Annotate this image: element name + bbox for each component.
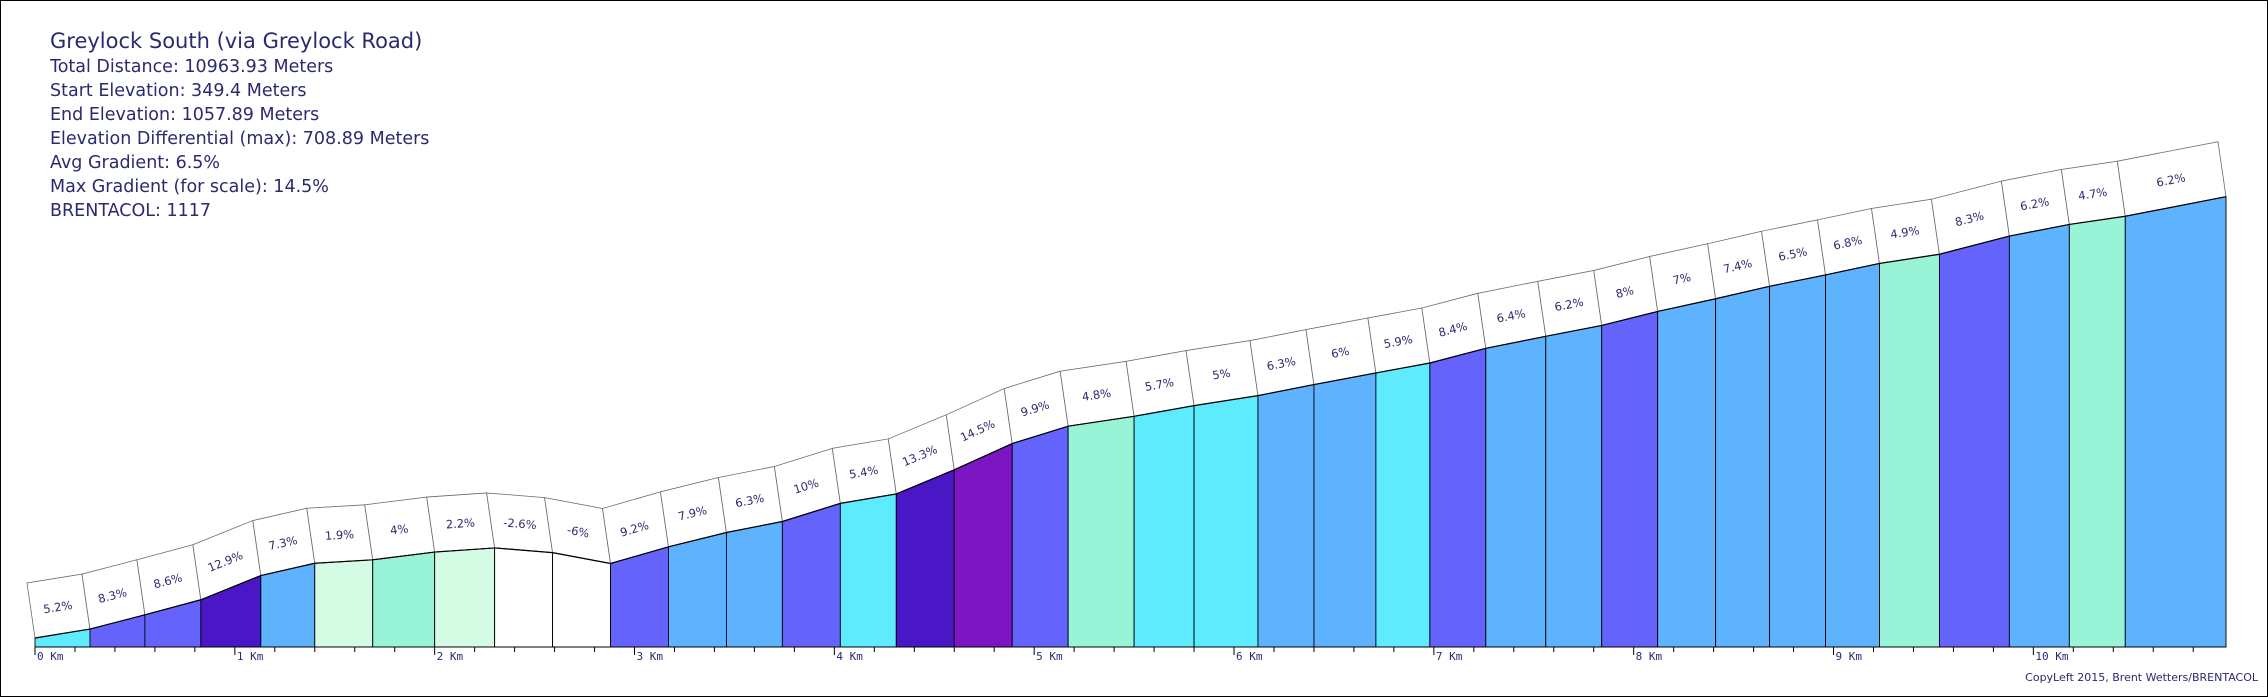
grade-label: 4.9% xyxy=(1889,223,1920,241)
grade-label: 5.7% xyxy=(1144,375,1175,394)
end-elevation: End Elevation: 1057.89 Meters xyxy=(50,105,320,125)
x-tick-label: 9 Km xyxy=(1836,650,1863,663)
profile-segment xyxy=(1257,384,1315,648)
grade-label: 7% xyxy=(1671,270,1692,288)
profile-segment xyxy=(1375,362,1431,648)
profile-segment xyxy=(434,547,496,648)
grade-label: -6% xyxy=(566,523,591,541)
copyright-credit: CopyLeft 2015, Brent Wetters/BRENTACOL xyxy=(2025,671,2258,684)
grade-label: 5.2% xyxy=(42,598,73,617)
profile-segment xyxy=(2124,196,2227,648)
x-tick-label: 10 Km xyxy=(2035,650,2068,663)
profile-segment xyxy=(494,547,554,648)
grade-label: 5.4% xyxy=(848,463,879,482)
grade-label: 6.4% xyxy=(1495,306,1526,325)
profile-segment xyxy=(1825,262,1880,648)
route-title: Greylock South (via Greylock Road) xyxy=(50,29,423,53)
grade-label: 7.4% xyxy=(1722,256,1754,276)
profile-segment xyxy=(1067,415,1135,648)
grade-label: 1.9% xyxy=(325,527,355,543)
x-tick-label: 7 Km xyxy=(1436,650,1463,663)
profile-segment xyxy=(1429,347,1487,648)
profile-segment xyxy=(372,551,436,648)
grade-label: 6.3% xyxy=(734,491,765,510)
profile-segment xyxy=(552,552,611,648)
grade-label: 4.8% xyxy=(1081,386,1112,404)
profile-segment xyxy=(781,502,841,648)
profile-segment xyxy=(1657,298,1717,648)
profile-segment xyxy=(1601,310,1659,648)
profile-segment xyxy=(1193,395,1259,648)
start-elevation: Start Elevation: 349.4 Meters xyxy=(50,81,307,101)
profile-segment xyxy=(1545,324,1603,648)
profile-segment xyxy=(1879,253,1940,648)
grade-label: 7.3% xyxy=(267,533,299,553)
grade-label: 4% xyxy=(389,521,409,537)
grade-label: 7.9% xyxy=(677,503,709,524)
grade-label: 8% xyxy=(1614,283,1635,301)
profile-segment xyxy=(1769,274,1826,648)
profile-segment xyxy=(668,531,727,648)
grade-label: 6% xyxy=(1330,344,1351,361)
profile-segment xyxy=(839,493,897,648)
grade-label: 6.2% xyxy=(2155,170,2186,189)
profile-segment xyxy=(2068,215,2126,648)
x-tick-label: 6 Km xyxy=(1236,650,1263,663)
grade-label: 6.5% xyxy=(1777,244,1808,264)
max-gradient: Max Gradient (for scale): 14.5% xyxy=(50,177,329,197)
x-tick-label: 8 Km xyxy=(1636,650,1663,663)
profile-segment xyxy=(2008,223,2070,648)
grade-label: 6.2% xyxy=(1553,295,1584,314)
profile-segment xyxy=(1011,425,1069,648)
profile-segment xyxy=(1313,372,1377,648)
grade-label: 2.2% xyxy=(445,516,475,532)
x-tick-label: 3 Km xyxy=(637,650,664,663)
profile-segment xyxy=(260,562,316,648)
grade-label: 5% xyxy=(1211,366,1231,383)
grade-label: 6.8% xyxy=(1832,233,1864,253)
brentacol-score: BRENTACOL: 1117 xyxy=(50,201,212,221)
x-tick-label: 1 Km xyxy=(237,650,264,663)
elevation-differential: Elevation Differential (max): 708.89 Met… xyxy=(50,129,430,149)
total-distance: Total Distance: 10963.93 Meters xyxy=(50,57,334,77)
x-tick-label: 4 Km xyxy=(836,650,863,663)
profile-segment xyxy=(1938,235,2010,648)
grade-label: 6.2% xyxy=(2019,194,2050,213)
avg-gradient: Avg Gradient: 6.5% xyxy=(50,153,221,173)
grade-label: 4.7% xyxy=(2077,185,2108,203)
profile-segment xyxy=(1715,285,1771,648)
route-info-panel: Greylock South (via Greylock Road) Total… xyxy=(50,28,429,223)
profile-segment xyxy=(953,442,1013,648)
profile-segment xyxy=(314,559,374,648)
profile-segment xyxy=(1485,335,1547,648)
profile-segment xyxy=(1133,405,1195,648)
x-tick-label: 2 Km xyxy=(437,650,464,663)
grade-label: 5.9% xyxy=(1383,332,1414,351)
profile-segment xyxy=(895,469,955,648)
x-tick-label: 5 Km xyxy=(1036,650,1063,663)
profile-outline xyxy=(34,196,2227,639)
profile-segment xyxy=(725,520,783,648)
grade-label: -2.6% xyxy=(503,515,537,532)
x-tick-label: 0 Km xyxy=(37,650,64,663)
profile-segment xyxy=(610,546,669,648)
grade-label: 6.3% xyxy=(1266,354,1297,373)
